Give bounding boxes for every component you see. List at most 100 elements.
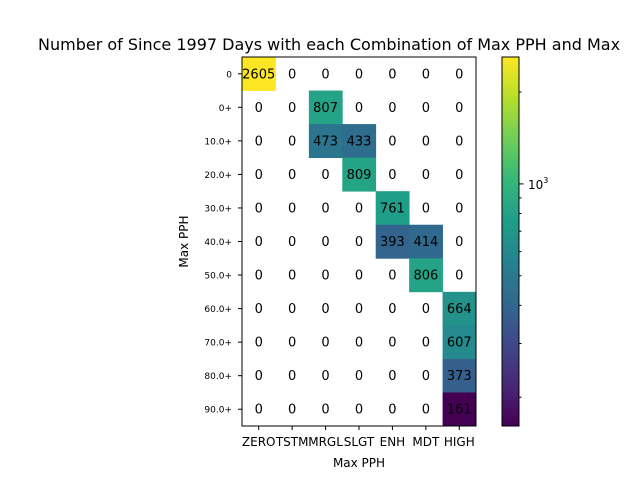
y-tick-label: 90.0+ bbox=[204, 406, 232, 416]
cell-value-label: 433 bbox=[347, 134, 372, 149]
cell-value-label: 0 bbox=[321, 403, 329, 418]
y-axis-ticks: 0 0+ 10.0+ 20.0+ 30.0+ 40.0+ 50.0+ 60.0+ 70.0+ 80… bbox=[204, 70, 242, 416]
cell-value-label: 0 bbox=[255, 403, 263, 418]
cell-value-label: 0 bbox=[422, 369, 430, 384]
y-tick-label: 70.0+ bbox=[204, 339, 232, 349]
cell-value-label: 809 bbox=[347, 168, 372, 183]
x-tick-label: MDT bbox=[412, 435, 440, 449]
cell-value-label: 0 bbox=[288, 369, 296, 384]
cell-value-label: 0 bbox=[422, 134, 430, 149]
cell-value-label: 0 bbox=[321, 269, 329, 284]
heatmap-cell bbox=[375, 191, 410, 226]
cell-value-label: 0 bbox=[288, 336, 296, 351]
x-axis-label: Max PPH bbox=[333, 456, 385, 470]
cell-value-label: 0 bbox=[455, 101, 463, 116]
cell-value-label: 0 bbox=[422, 67, 430, 82]
x-tick-label: MRGL bbox=[308, 435, 343, 449]
cell-value-label: 607 bbox=[447, 336, 472, 351]
cell-value-label: 0 bbox=[288, 302, 296, 317]
cell-value-label: 807 bbox=[313, 101, 338, 116]
cell-value-label: 0 bbox=[255, 235, 263, 250]
cell-value-label: 0 bbox=[321, 302, 329, 317]
cell-value-label: 0 bbox=[422, 302, 430, 317]
cell-value-label: 0 bbox=[422, 336, 430, 351]
cell-value-label: 0 bbox=[321, 235, 329, 250]
cell-value-label: 0 bbox=[255, 168, 263, 183]
cell-value-label: 0 bbox=[355, 201, 363, 216]
cell-value-label: 0 bbox=[321, 336, 329, 351]
cell-value-label: 0 bbox=[388, 369, 396, 384]
x-tick-label: TSTM bbox=[275, 435, 309, 449]
x-axis-ticks: ZERO TSTM MRGL SLGT ENH MDT HIGH bbox=[242, 426, 475, 449]
cell-value-label: 0 bbox=[355, 336, 363, 351]
cell-value-label: 0 bbox=[321, 201, 329, 216]
cell-value-label: 0 bbox=[255, 134, 263, 149]
cell-value-label: 0 bbox=[355, 235, 363, 250]
cell-value-label: 0 bbox=[321, 369, 329, 384]
cell-value-label: 664 bbox=[447, 302, 472, 317]
cell-value-label: 0 bbox=[422, 101, 430, 116]
heatmap-cell bbox=[409, 258, 443, 293]
x-tick-label: SLGT bbox=[344, 435, 375, 449]
cell-value-label: 0 bbox=[355, 269, 363, 284]
cell-value-label: 393 bbox=[380, 235, 405, 250]
colorbar: 103 bbox=[501, 56, 548, 427]
cell-value-label: 0 bbox=[355, 67, 363, 82]
cell-value-label: 0 bbox=[288, 403, 296, 418]
heatmap-cell bbox=[442, 291, 477, 326]
y-tick-label: 0 bbox=[226, 70, 232, 80]
cell-value-label: 0 bbox=[388, 269, 396, 284]
cell-value-label: 0 bbox=[388, 302, 396, 317]
cell-value-label: 761 bbox=[380, 201, 405, 216]
cell-value-label: 0 bbox=[288, 101, 296, 116]
cell-value-label: 161 bbox=[447, 403, 472, 418]
x-tick-label: HIGH bbox=[444, 435, 475, 449]
cell-value-label: 806 bbox=[413, 269, 438, 284]
cell-value-label: 373 bbox=[447, 369, 472, 384]
heatmap-cell bbox=[342, 157, 377, 192]
cell-value-label: 0 bbox=[288, 67, 296, 82]
cell-value-label: 0 bbox=[355, 369, 363, 384]
heatmap-cells bbox=[242, 57, 477, 427]
cell-value-label: 0 bbox=[455, 235, 463, 250]
x-tick-label: ZERO bbox=[242, 435, 276, 449]
cell-value-label: 0 bbox=[455, 67, 463, 82]
heatmap-cell bbox=[442, 392, 477, 427]
cell-value-label: 0 bbox=[388, 168, 396, 183]
y-axis-label: Max PPH bbox=[177, 215, 191, 267]
cell-value-label: 0 bbox=[288, 201, 296, 216]
cell-value-label: 0 bbox=[455, 134, 463, 149]
cell-value-label: 0 bbox=[255, 101, 263, 116]
cell-value-label: 0 bbox=[255, 269, 263, 284]
cell-value-label: 0 bbox=[255, 201, 263, 216]
y-tick-label: 20.0+ bbox=[204, 171, 232, 181]
cell-value-label: 0 bbox=[455, 168, 463, 183]
heatmap-cell bbox=[308, 90, 343, 125]
cell-value-label: 0 bbox=[388, 403, 396, 418]
cell-value-label: 0 bbox=[388, 101, 396, 116]
cell-value-label: 0 bbox=[288, 235, 296, 250]
cell-value-label: 0 bbox=[455, 269, 463, 284]
cell-value-label: 0 bbox=[288, 269, 296, 284]
y-tick-label: 80.0+ bbox=[204, 372, 232, 382]
heatmap-cell bbox=[442, 358, 477, 393]
cell-value-label: 473 bbox=[313, 134, 338, 149]
cell-value-label: 0 bbox=[321, 67, 329, 82]
cell-value-label: 0 bbox=[422, 403, 430, 418]
cell-value-label: 0 bbox=[255, 369, 263, 384]
cell-value-label: 0 bbox=[388, 336, 396, 351]
cell-value-label: 0 bbox=[388, 134, 396, 149]
y-tick-label: 30.0+ bbox=[204, 204, 232, 214]
cell-value-label: 0 bbox=[288, 168, 296, 183]
cell-value-label: 0 bbox=[355, 101, 363, 116]
cell-value-label: 0 bbox=[355, 403, 363, 418]
cell-value-label: 0 bbox=[255, 336, 263, 351]
cell-value-label: 0 bbox=[388, 67, 396, 82]
heatmap-cell bbox=[375, 224, 410, 259]
cell-value-label: 0 bbox=[455, 201, 463, 216]
y-tick-label: 60.0+ bbox=[204, 305, 232, 315]
cell-value-label: 414 bbox=[413, 235, 438, 250]
y-tick-label: 50.0+ bbox=[204, 272, 232, 282]
x-tick-label: ENH bbox=[380, 435, 406, 449]
